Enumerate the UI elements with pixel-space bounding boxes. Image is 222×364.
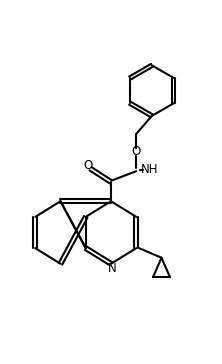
Text: N: N bbox=[108, 262, 117, 275]
Text: O: O bbox=[132, 146, 141, 158]
Text: O: O bbox=[83, 159, 92, 173]
Text: NH: NH bbox=[141, 163, 158, 177]
